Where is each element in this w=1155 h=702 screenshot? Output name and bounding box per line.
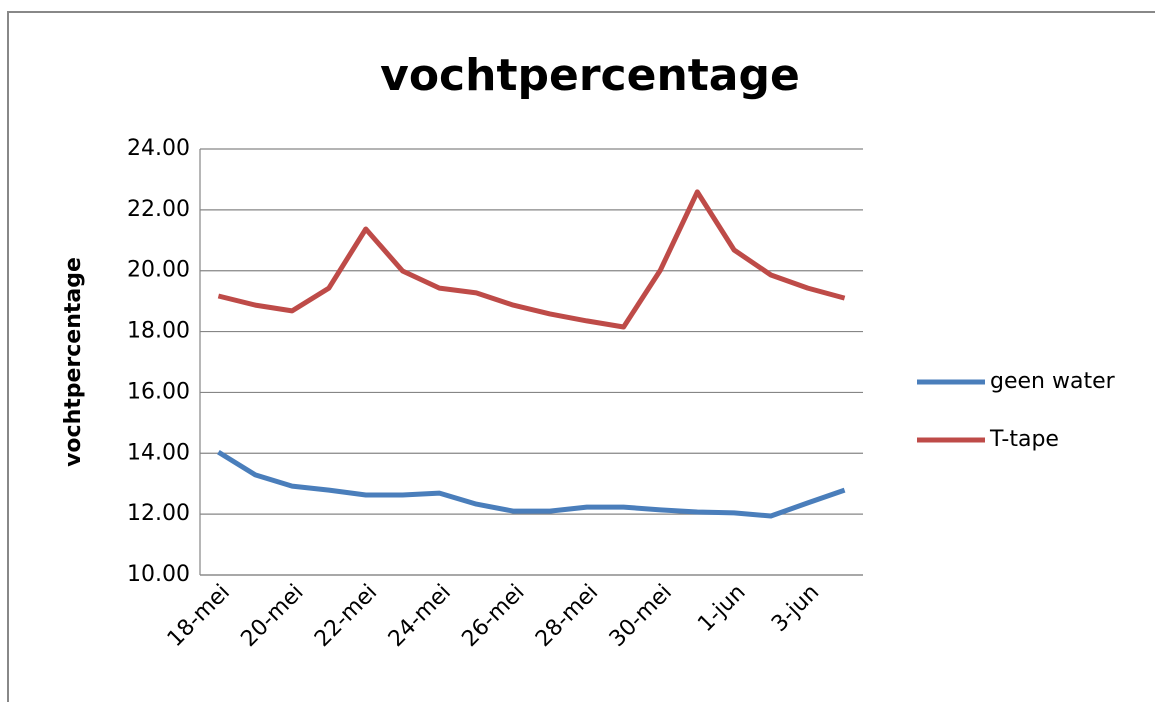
y-tick-label: 18.00 bbox=[127, 319, 190, 344]
legend-label: geen water bbox=[990, 369, 1116, 394]
chart-border bbox=[7, 11, 1155, 702]
y-tick-label: 10.00 bbox=[127, 562, 190, 587]
y-tick-label: 14.00 bbox=[127, 440, 190, 465]
y-tick-label: 16.00 bbox=[127, 379, 190, 404]
y-tick-label: 22.00 bbox=[127, 197, 190, 222]
y-tick-label: 20.00 bbox=[127, 258, 190, 283]
y-axis-label: vochtpercentage bbox=[61, 257, 86, 467]
y-tick-label: 24.00 bbox=[127, 136, 190, 161]
legend-label: T-tape bbox=[989, 427, 1059, 452]
y-tick-label: 12.00 bbox=[127, 501, 190, 526]
series-line bbox=[217, 189, 846, 330]
series-line bbox=[217, 449, 846, 519]
chart-title: vochtpercentage bbox=[380, 50, 800, 101]
